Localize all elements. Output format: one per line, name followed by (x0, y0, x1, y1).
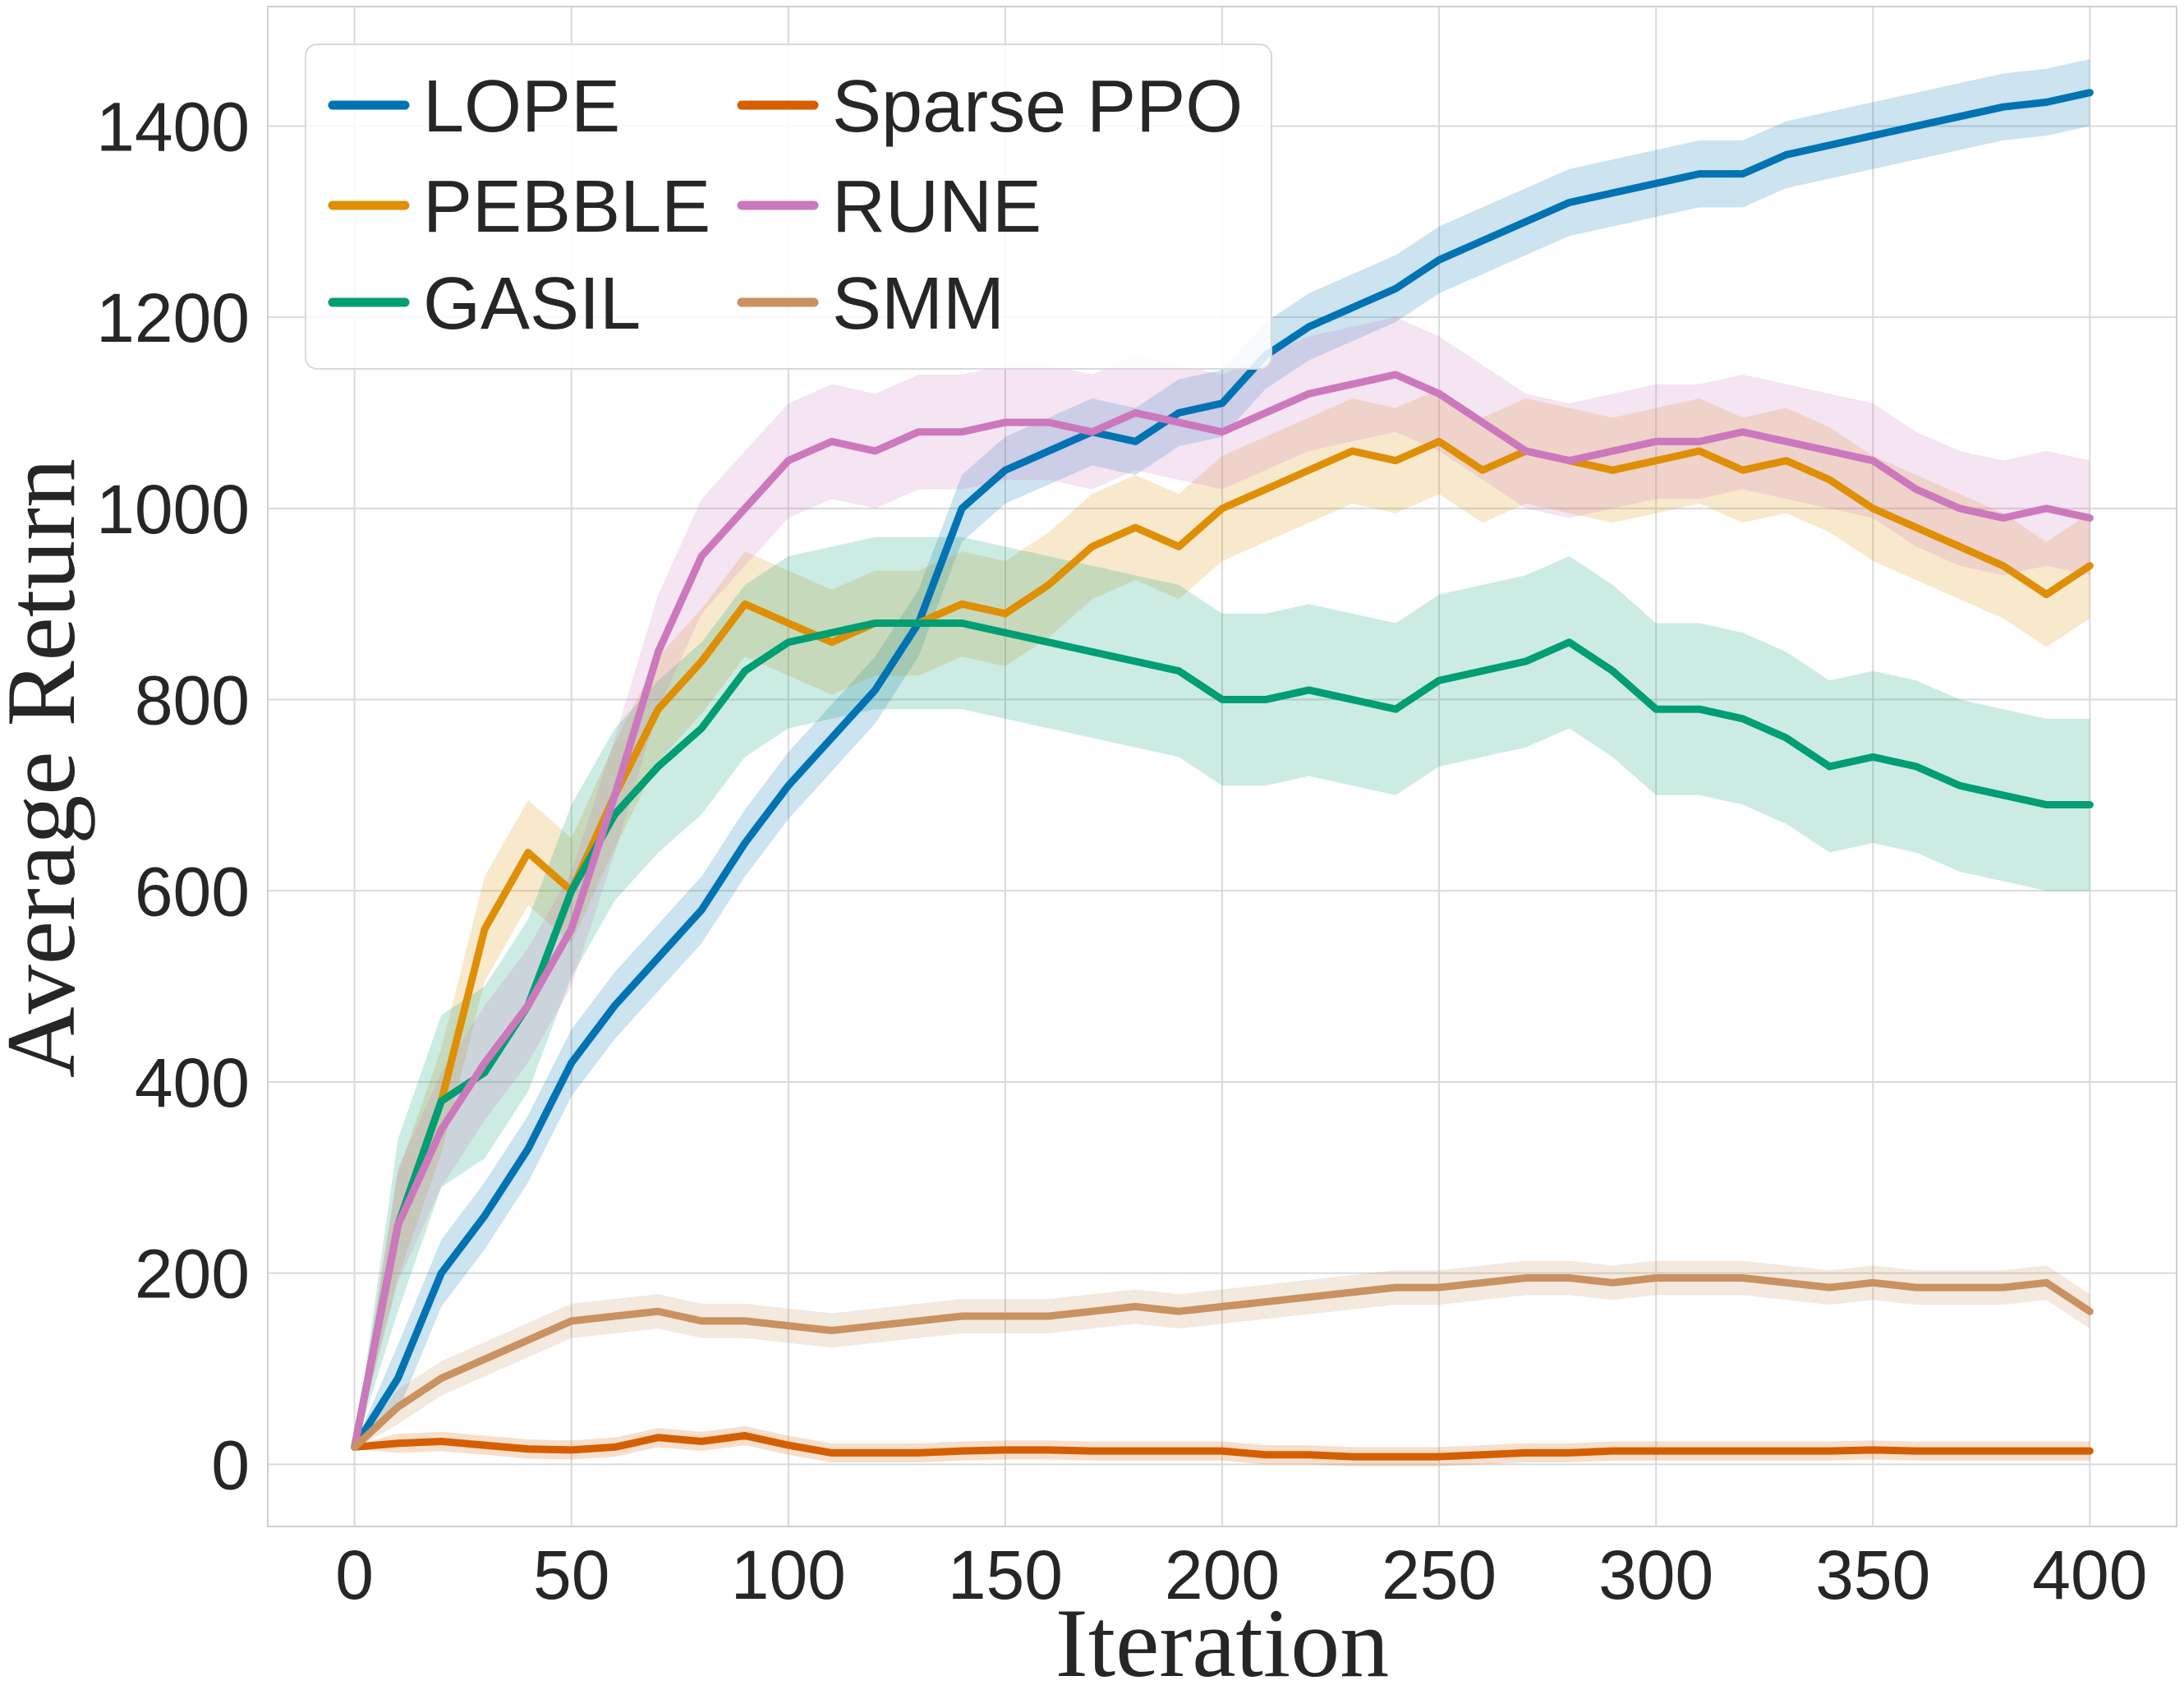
line-sparse-ppo (351, 1431, 2094, 1461)
y-tick-label: 800 (135, 662, 250, 739)
x-axis-ticks: 0 50 100 150 200 250 300 350 400 (335, 1536, 2147, 1614)
x-tick-label: 150 (948, 1536, 1063, 1614)
x-tick-label: 200 (1165, 1536, 1280, 1614)
line-smm (351, 1273, 2094, 1451)
series-lines (351, 89, 2094, 1461)
confidence-bands (354, 58, 2090, 1466)
x-tick-label: 250 (1382, 1536, 1497, 1614)
y-tick-label: 400 (135, 1044, 250, 1121)
legend-label-smm: SMM (832, 263, 1005, 345)
y-tick-label: 1200 (96, 279, 250, 357)
legend-label-sparse-ppo: Sparse PPO (832, 66, 1243, 148)
y-tick-label: 1000 (96, 471, 250, 548)
y-tick-label: 200 (135, 1236, 250, 1313)
x-tick-label: 100 (731, 1536, 846, 1614)
band-pebble (354, 389, 2090, 1449)
band-gasil (354, 536, 2090, 1449)
legend-label-lope: LOPE (423, 66, 620, 148)
x-tick-label: 50 (533, 1536, 609, 1614)
x-tick-label: 300 (1598, 1536, 1713, 1614)
line-gasil (351, 619, 2094, 1451)
legend-label-rune: RUNE (832, 166, 1041, 248)
line-lope (351, 89, 2094, 1451)
x-tick-label: 400 (2032, 1536, 2147, 1614)
plot-frame (267, 6, 2177, 1527)
x-tick-label: 350 (1815, 1536, 1930, 1614)
y-axis-ticks: 0 200 400 600 800 1000 1200 1400 (96, 88, 250, 1503)
x-tick-label: 0 (335, 1536, 374, 1614)
y-axis-title: Average Return (0, 458, 95, 1078)
y-tick-label: 0 (211, 1426, 250, 1503)
line-pebble (351, 437, 2094, 1451)
legend: LOPE Sparse PPO PEBBLE RUNE GASIL SMM (305, 44, 1272, 370)
legend-label-gasil: GASIL (423, 263, 641, 345)
line-rune (351, 371, 2094, 1451)
legend-label-pebble: PEBBLE (423, 166, 710, 248)
x-axis-title: Iteration (1055, 1588, 1389, 1697)
band-sparse-ppo (354, 1425, 2090, 1466)
y-tick-label: 600 (135, 853, 250, 930)
y-tick-label: 1400 (96, 88, 250, 165)
band-smm (354, 1260, 2090, 1449)
